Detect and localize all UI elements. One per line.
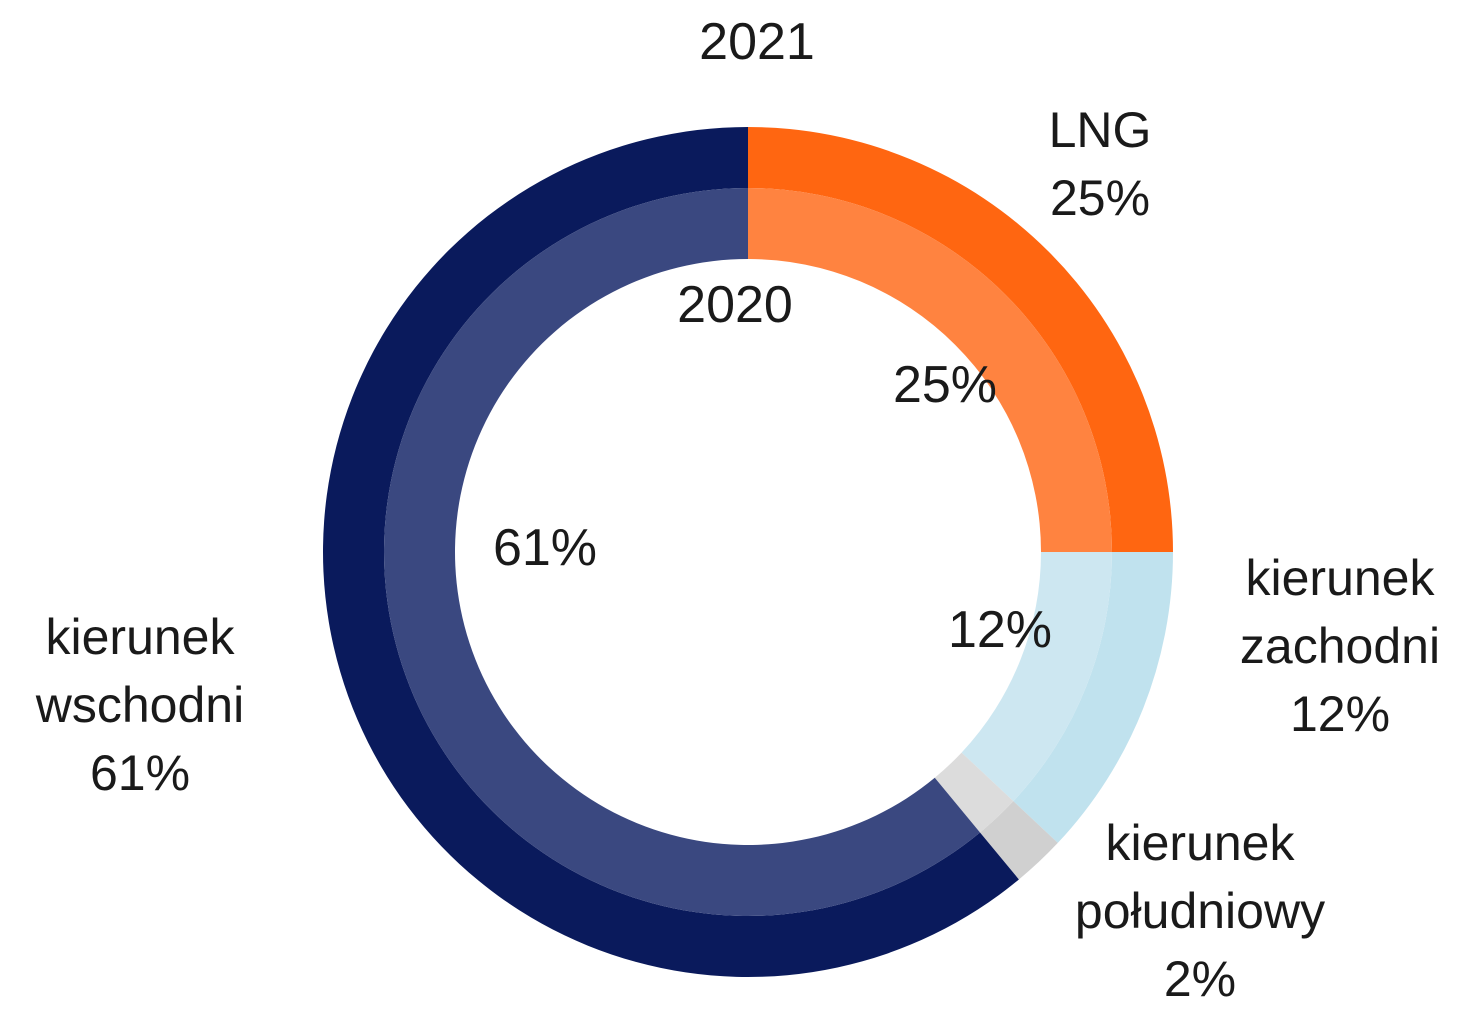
- value-label: 2%: [1163, 951, 1237, 1007]
- donut-segment: [1013, 552, 1173, 843]
- inner-value-label: 25%: [892, 356, 998, 414]
- donut-segment: [322, 127, 1019, 977]
- category-label: kierunek południowy: [1074, 815, 1326, 939]
- value-label: 25%: [1049, 170, 1151, 226]
- outer-label: kierunek wschodni 61%: [0, 603, 290, 807]
- outer-label: LNG 25%: [950, 96, 1250, 232]
- category-label: kierunek wschodni: [35, 609, 245, 733]
- ring-title: 2021: [699, 13, 815, 71]
- outer-label: kierunek zachodni 12%: [1190, 544, 1463, 748]
- value-label: 12%: [1289, 686, 1391, 742]
- outer-label: kierunek południowy 2%: [1050, 809, 1350, 1013]
- donut-segment: [748, 127, 1173, 552]
- value-label: 61%: [89, 745, 191, 801]
- category-label: kierunek zachodni: [1239, 550, 1441, 674]
- donut-segment: [384, 188, 981, 916]
- donut-segment: [748, 188, 1112, 552]
- donut-segment: [980, 801, 1058, 880]
- inner-value-label: 61%: [492, 519, 598, 577]
- category-label: LNG: [1048, 102, 1152, 158]
- donut-segment: [961, 552, 1113, 802]
- ring-title: 2020: [677, 276, 793, 334]
- donut-segment: [934, 752, 1014, 833]
- inner-value-label: 12%: [947, 601, 1053, 659]
